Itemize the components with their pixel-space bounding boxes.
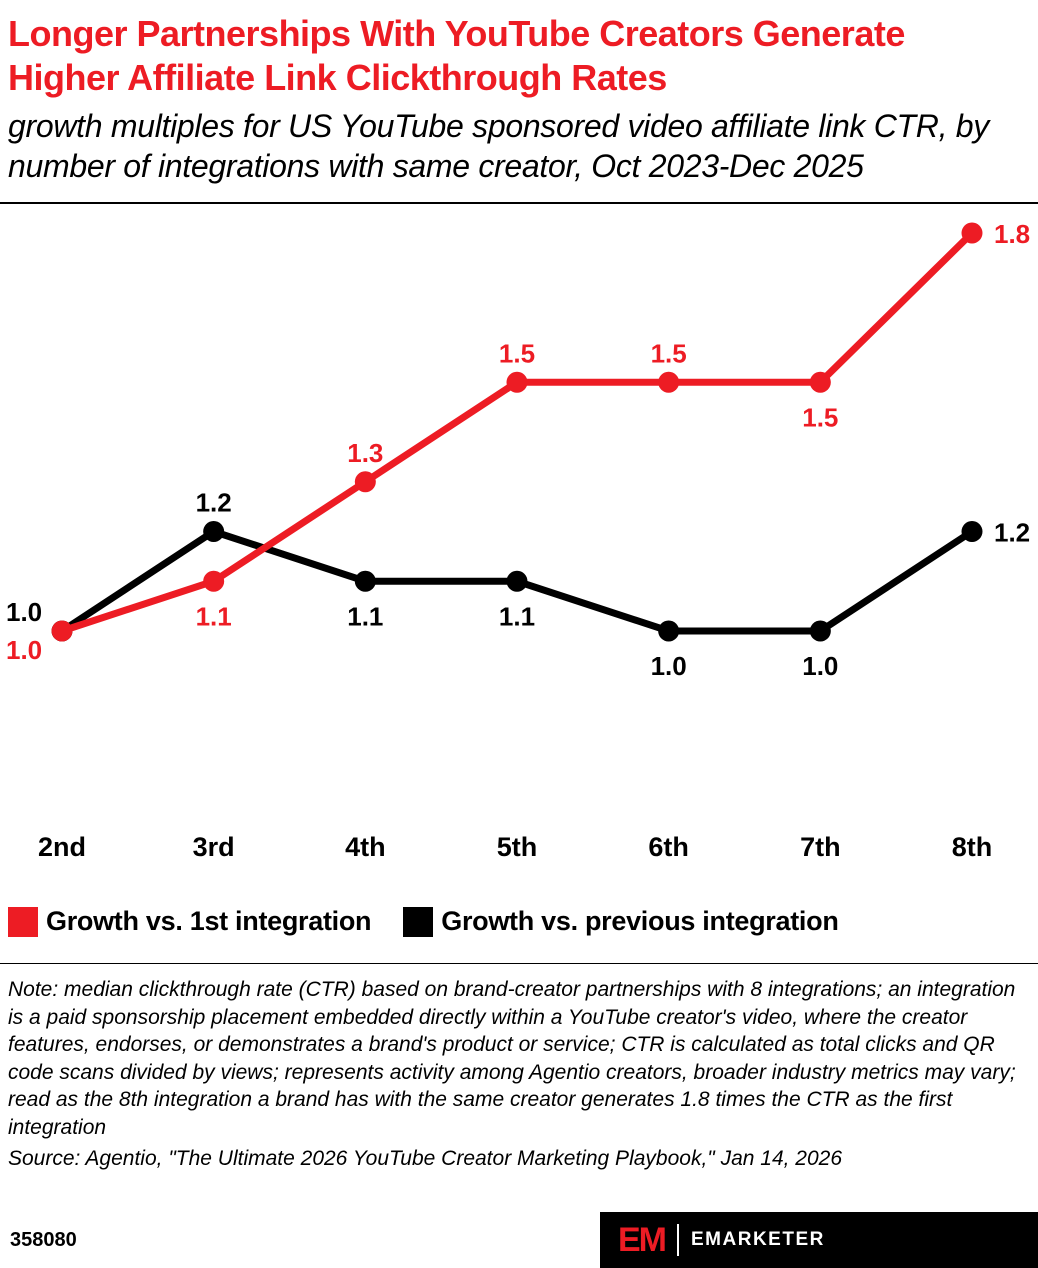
- header-divider: [0, 202, 1038, 204]
- data-point: [961, 222, 983, 244]
- data-point: [961, 521, 983, 542]
- source-text: Source: Agentio, "The Ultimate 2026 YouT…: [8, 1147, 843, 1170]
- x-axis-label: 6th: [648, 832, 689, 862]
- data-point: [658, 620, 680, 642]
- x-axis-label: 2nd: [38, 832, 86, 862]
- notes-section: Note: median clickthrough rate (CTR) bas…: [0, 964, 1038, 1173]
- chart-area: 2nd 3rd 4th 5th 6th 7th 8th 1.0 1.2 1.1 1.1 1.0 1.0 1…: [0, 204, 1038, 864]
- legend-swatch-red: [8, 906, 38, 937]
- x-axis-label: 4th: [345, 832, 386, 862]
- data-point: [809, 620, 831, 642]
- x-axis-label: 5th: [497, 832, 538, 862]
- chart-header: Longer Partnerships With YouTube Creator…: [0, 0, 1038, 186]
- data-label: 1.0: [6, 597, 42, 627]
- emarketer-wordmark: EMARKETER: [691, 1229, 825, 1250]
- legend-swatch-black: [403, 906, 434, 937]
- data-label: 1.0: [651, 651, 687, 681]
- data-label: 1.0: [802, 651, 838, 681]
- data-label: 1.1: [347, 601, 383, 631]
- data-label: 1.1: [196, 601, 232, 631]
- data-label: 1.3: [347, 438, 383, 468]
- brand-bar: EM EMARKETER: [600, 1212, 1038, 1268]
- line-chart: 2nd 3rd 4th 5th 6th 7th 8th 1.0 1.2 1.1 1.1 1.0 1.0 1…: [6, 219, 1030, 862]
- data-point: [658, 371, 680, 393]
- emarketer-em-logo: EM: [618, 1221, 667, 1259]
- data-label: 1.5: [651, 338, 687, 368]
- logo-divider: [677, 1224, 679, 1256]
- data-point: [809, 371, 831, 393]
- data-point: [354, 471, 376, 493]
- data-point: [203, 521, 225, 542]
- data-label: 1.2: [196, 488, 232, 518]
- data-label: 1.1: [499, 601, 535, 631]
- page-title: Longer Partnerships With YouTube Creator…: [8, 13, 905, 98]
- data-label: 1.8: [994, 219, 1030, 249]
- x-axis-label: 3rd: [193, 832, 235, 862]
- data-label: 1.2: [994, 518, 1030, 548]
- legend-label: Growth vs. previous integration: [441, 906, 839, 936]
- x-axis-label: 8th: [952, 832, 993, 862]
- legend-item-growth-vs-previous: Growth vs. previous integration: [403, 906, 839, 937]
- legend-item-growth-vs-1st: Growth vs. 1st integration: [8, 906, 372, 937]
- data-point: [354, 570, 376, 592]
- data-label: 1.5: [802, 402, 838, 432]
- chart-legend: Growth vs. 1st integration Growth vs. pr…: [8, 906, 1038, 937]
- data-point: [51, 620, 73, 642]
- chart-id: 358080: [10, 1228, 77, 1251]
- data-point: [506, 570, 528, 592]
- data-point: [506, 371, 528, 393]
- note-text: Note: median clickthrough rate (CTR) bas…: [8, 978, 1016, 1139]
- note-divider: [0, 963, 1038, 964]
- chart-subtitle: growth multiples for US YouTube sponsore…: [8, 108, 989, 184]
- footer-bar: 358080 EM EMARKETER: [0, 1212, 1038, 1268]
- legend-label: Growth vs. 1st integration: [46, 906, 372, 936]
- x-axis-label: 7th: [800, 832, 841, 862]
- data-point: [203, 570, 225, 592]
- data-label: 1.5: [499, 338, 535, 368]
- data-label: 1.0: [6, 635, 42, 665]
